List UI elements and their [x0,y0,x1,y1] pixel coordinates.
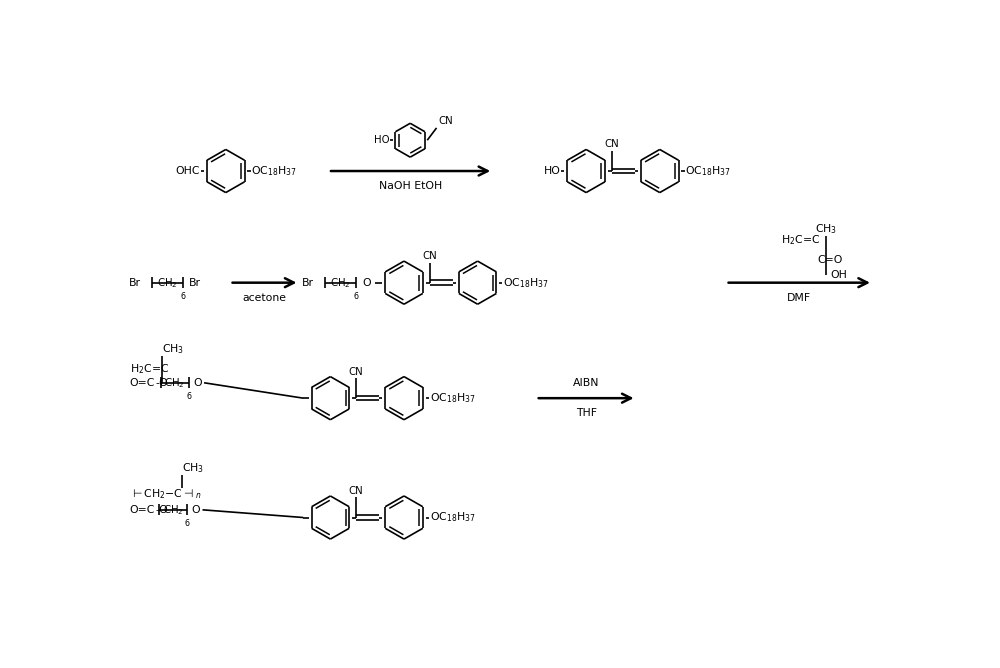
Text: CN: CN [349,367,363,377]
Text: THF: THF [576,408,597,418]
Text: CH$_2$: CH$_2$ [163,503,183,517]
Text: O: O [193,378,202,387]
Text: CN: CN [422,251,437,261]
Text: -O: -O [155,378,168,387]
Text: -O: -O [155,505,168,515]
Text: H$_2$C=C: H$_2$C=C [781,233,821,247]
Text: CH$_3$: CH$_3$ [182,462,204,475]
Text: Br: Br [302,278,314,288]
Text: CH$_3$: CH$_3$ [162,342,184,356]
Text: CN: CN [604,140,619,150]
Text: OHC: OHC [176,166,200,176]
Text: OC$_{18}$H$_{37}$: OC$_{18}$H$_{37}$ [430,510,475,524]
Text: AIBN: AIBN [573,378,599,388]
Text: OH: OH [830,270,847,280]
Text: CN: CN [438,116,453,126]
Text: CN: CN [349,486,363,496]
Text: O=C: O=C [130,378,155,387]
Text: $\vdash$CH$_2$$-$C$\dashv_n$: $\vdash$CH$_2$$-$C$\dashv_n$ [130,488,201,501]
Text: CH$_2$: CH$_2$ [330,276,351,289]
Text: H$_2$C=C: H$_2$C=C [130,362,169,376]
Text: O: O [192,505,200,515]
Text: OC$_{18}$H$_{37}$: OC$_{18}$H$_{37}$ [430,391,475,405]
Text: 6: 6 [184,519,190,528]
Text: 6: 6 [353,292,358,301]
Text: DMF: DMF [787,293,811,303]
Text: CH$_2$: CH$_2$ [164,376,185,389]
Text: NaOH EtOH: NaOH EtOH [379,181,442,191]
Text: OC$_{18}$H$_{37}$: OC$_{18}$H$_{37}$ [251,164,297,178]
Text: O: O [362,278,371,288]
Text: 6: 6 [181,292,186,301]
Text: HO: HO [374,135,389,145]
Text: acetone: acetone [242,293,287,303]
Text: Br: Br [129,278,141,288]
Text: 6: 6 [186,392,191,401]
Text: OC$_{18}$H$_{37}$: OC$_{18}$H$_{37}$ [685,164,731,178]
Text: Br: Br [189,278,201,288]
Text: O=C: O=C [130,505,155,515]
Text: CH$_2$: CH$_2$ [157,276,178,289]
Text: CH$_3$: CH$_3$ [815,222,837,236]
Text: C=O: C=O [817,255,842,265]
Text: HO: HO [544,166,561,176]
Text: OC$_{18}$H$_{37}$: OC$_{18}$H$_{37}$ [503,276,549,289]
